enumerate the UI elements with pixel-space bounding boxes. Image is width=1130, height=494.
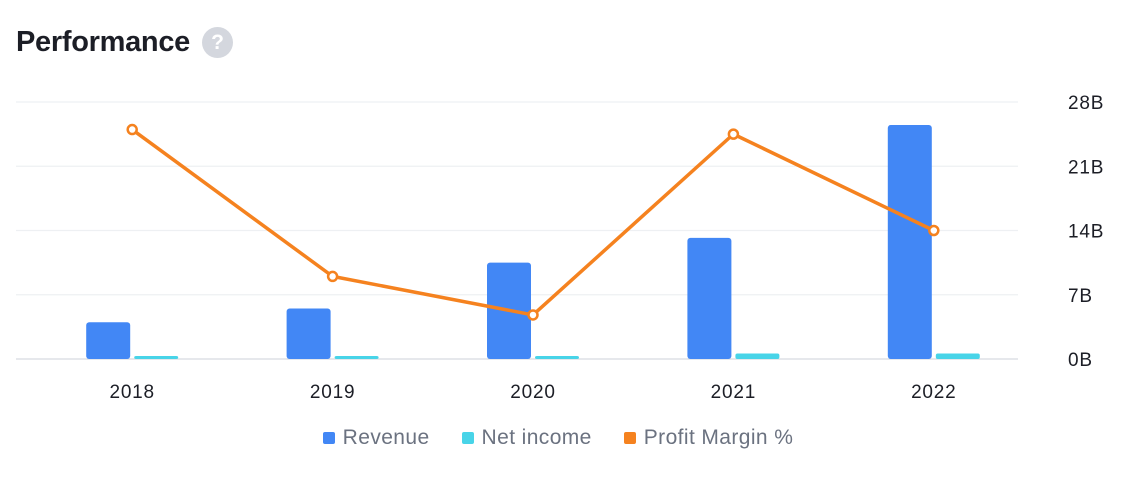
legend-label: Net income (481, 426, 592, 449)
net-income-bar (334, 356, 379, 359)
performance-chart: 0B 7B 14B 21B 28B 2018 2019 2020 2021 2022 (16, 93, 1104, 403)
y-tick-label: 14B (1068, 222, 1104, 243)
profit-margin-line (131, 128, 935, 317)
revenue-bar (687, 237, 732, 359)
legend-label: Revenue (342, 426, 430, 449)
legend-item-profit-margin[interactable]: Profit Margin % (623, 426, 794, 450)
legend-swatch (623, 432, 636, 444)
profit-margin-point (126, 123, 138, 136)
legend-item-net-income[interactable]: Net income (461, 426, 592, 450)
chart-legend: Revenue Net income Profit Margin % (0, 426, 1116, 450)
profit-margin-point (727, 128, 740, 140)
y-tick-label: 28B (1068, 93, 1104, 114)
legend-label: Profit Margin % (643, 426, 794, 449)
legend-swatch (461, 432, 474, 444)
revenue-bar (887, 124, 932, 359)
net-income-bar (935, 353, 980, 359)
y-tick-label: 0B (1068, 350, 1093, 371)
revenue-bar (286, 308, 331, 359)
legend-swatch (322, 432, 335, 444)
revenue-bar (86, 322, 131, 359)
net-income-bar (134, 356, 179, 359)
x-tick-label: 2018 (109, 382, 154, 403)
net-income-bar (535, 356, 579, 359)
profit-margin-point (326, 270, 339, 283)
x-tick-label: 2019 (310, 382, 355, 403)
net-income-bar (735, 353, 780, 359)
question-mark-icon[interactable]: ? (202, 27, 233, 58)
x-tick-label: 2021 (711, 382, 756, 403)
profit-margin-point (928, 224, 940, 237)
chart-header: Performance ? (16, 26, 233, 59)
chart-title: Performance (16, 26, 190, 58)
x-tick-label: 2022 (911, 382, 956, 403)
y-tick-label: 21B (1068, 157, 1104, 178)
legend-item-revenue[interactable]: Revenue (322, 426, 430, 450)
x-tick-label: 2020 (510, 382, 555, 403)
profit-margin-point (527, 309, 539, 321)
y-tick-label: 7B (1068, 286, 1093, 307)
